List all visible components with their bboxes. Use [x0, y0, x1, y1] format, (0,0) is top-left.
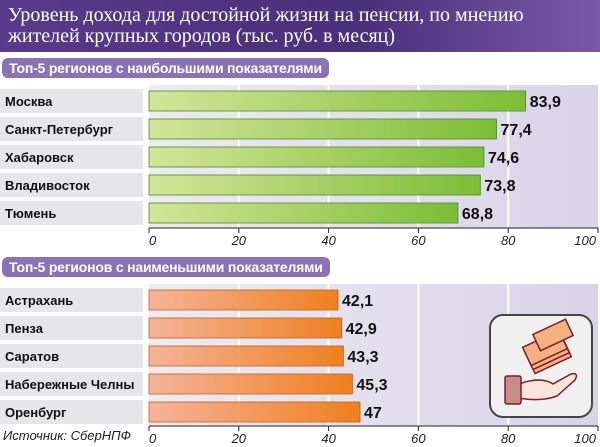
bar — [148, 118, 497, 140]
bar — [148, 401, 361, 423]
category-label: Астрахань — [5, 293, 73, 308]
category-label: Тюмень — [5, 206, 56, 221]
category-label: Санкт-Петербург — [5, 122, 114, 137]
bottom-section-title: Топ-5 регионов с наименьшими показателям… — [2, 257, 330, 277]
x-tick-label: 40 — [321, 233, 336, 248]
bar — [148, 90, 527, 112]
chart-title: Уровень дохода для достойной жизни на пе… — [0, 0, 600, 52]
category-label-background — [0, 372, 143, 396]
bar — [148, 317, 343, 339]
category-label: Москва — [5, 94, 53, 109]
bar-value-label: 83,9 — [530, 94, 561, 111]
category-label-background — [0, 145, 143, 169]
category-label: Владивосток — [5, 178, 90, 193]
category-label-background — [0, 400, 143, 424]
top-section-title: Топ-5 регионов с наибольшими показателям… — [2, 58, 329, 78]
bar — [148, 289, 339, 311]
bar — [148, 146, 485, 168]
category-label-background — [0, 344, 143, 368]
category-label-background — [0, 89, 143, 113]
bar-value-label: 42,1 — [342, 293, 373, 310]
bar-value-label: 68,8 — [462, 206, 493, 223]
x-tick-label: 0 — [149, 431, 157, 446]
category-label: Хабаровск — [5, 150, 74, 165]
x-tick-label: 0 — [149, 233, 157, 248]
category-label: Оренбург — [5, 405, 67, 420]
x-tick-label: 20 — [231, 431, 247, 446]
x-tick-label: 100 — [574, 233, 596, 248]
category-label-background — [0, 173, 143, 197]
category-label-background — [0, 316, 143, 340]
x-tick-label: 60 — [411, 431, 426, 446]
x-tick-label: 20 — [231, 233, 247, 248]
bar-value-label: 42,9 — [346, 321, 377, 338]
bar — [148, 174, 481, 196]
bar — [148, 202, 459, 224]
category-label-background — [0, 201, 143, 225]
bar-value-label: 45,3 — [356, 377, 387, 394]
x-tick-label: 60 — [411, 233, 426, 248]
bar — [148, 345, 344, 367]
category-label-background — [0, 288, 143, 312]
x-tick-label: 40 — [321, 431, 336, 446]
bar-value-label: 74,6 — [488, 150, 519, 167]
x-tick-label: 80 — [501, 431, 516, 446]
category-label: Набережные Челны — [5, 377, 134, 392]
bar-value-label: 73,8 — [484, 178, 515, 195]
bar-value-label: 77,4 — [501, 122, 532, 139]
category-label: Саратов — [5, 349, 59, 364]
bar — [148, 373, 353, 395]
category-label: Пенза — [5, 321, 44, 336]
bar-value-label: 47 — [364, 405, 382, 422]
category-label-background — [0, 117, 143, 141]
bar-value-label: 43,3 — [347, 349, 378, 366]
x-tick-label: 80 — [501, 233, 516, 248]
hand-with-money-icon — [489, 314, 593, 418]
source-note: Источник: СберНПФ — [3, 428, 131, 443]
x-tick-label: 100 — [574, 431, 596, 446]
